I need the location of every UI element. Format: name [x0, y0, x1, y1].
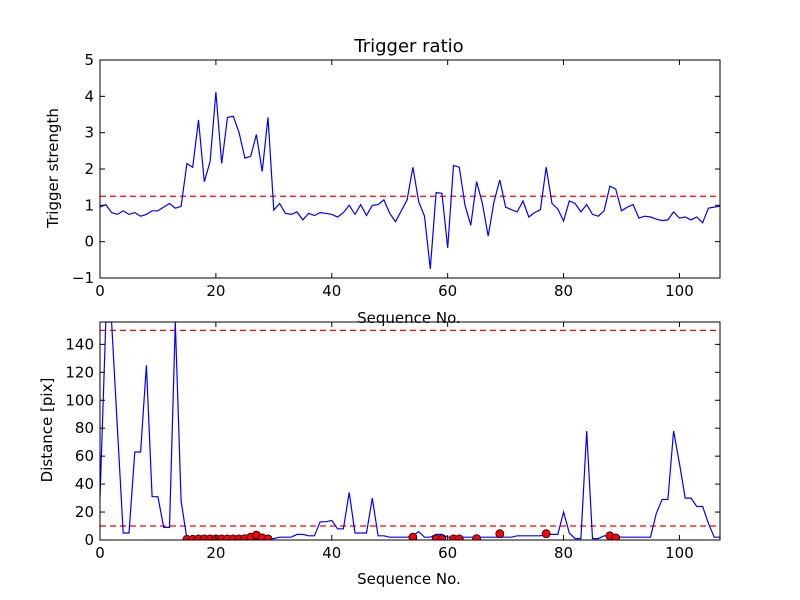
top-chart-ytick-label: 5 [84, 51, 94, 69]
top-chart-xtick-label: 40 [322, 282, 341, 300]
bottom-chart-marker-point [263, 534, 273, 540]
bottom-chart-xlabel: Sequence No. [357, 570, 461, 588]
top-chart-xtick-label: 60 [438, 282, 457, 300]
bottom-chart-ytick-label: 0 [84, 531, 94, 549]
top-chart-series-line [100, 91, 720, 269]
bottom-chart-marker-point [437, 534, 447, 540]
bottom-chart-ytick-label: 120 [65, 363, 94, 381]
top-chart-ytick-label: 4 [84, 87, 94, 105]
bottom-chart-marker-point [472, 534, 482, 540]
bottom-chart-marker-point [541, 529, 551, 539]
bottom-chart-ytick-label: 40 [75, 475, 94, 493]
bottom-chart-xtick-label: 60 [438, 544, 457, 562]
bottom-chart-xtick-label: 100 [665, 544, 694, 562]
top-chart-title: Trigger ratio [353, 36, 463, 57]
bottom-chart-ytick-label: 100 [65, 391, 94, 409]
bottom-chart-xtick-label: 0 [95, 544, 105, 562]
bottom-chart-marker-point [611, 533, 621, 540]
bottom-chart-distance: Sequence No. Distance [pix] 0 20 40 60 80 100… [38, 321, 721, 588]
top-chart-plot-area [100, 91, 720, 269]
bottom-chart-ytick-label: 60 [75, 447, 94, 465]
bottom-chart-xtick-label: 80 [554, 544, 573, 562]
top-chart-ytick-label: 2 [84, 160, 94, 178]
bottom-chart-ytick-label: 80 [75, 419, 94, 437]
bottom-chart-ylabel: Distance [pix] [38, 378, 56, 483]
top-chart-ytick-label: −1 [72, 269, 94, 287]
bottom-chart-xtick-label: 40 [322, 544, 341, 562]
top-chart-ytick-label: 3 [84, 124, 94, 142]
top-chart-ytick-label: 1 [84, 196, 94, 214]
bottom-chart-ytick-label: 20 [75, 503, 94, 521]
bottom-chart-plot-area [100, 322, 720, 540]
bottom-chart-axes-frame [99, 321, 721, 541]
top-chart-axes-frame [99, 59, 721, 279]
bottom-chart-marker-point [495, 529, 505, 539]
top-chart-xtick-label: 100 [665, 282, 694, 300]
top-chart-xlabel: Sequence No. [357, 309, 461, 327]
top-chart-xtick-label: 80 [554, 282, 573, 300]
top-chart-trigger-ratio: Trigger ratio Sequence No. Trigger stren… [44, 36, 721, 327]
bottom-chart-marker-point [408, 532, 418, 540]
bottom-chart-series-line [100, 322, 720, 540]
top-chart-ylabel: Trigger strength [44, 108, 62, 229]
bottom-chart-xtick-label: 20 [206, 544, 225, 562]
bottom-chart-ytick-label: 140 [65, 335, 94, 353]
top-chart-xtick-label: 20 [206, 282, 225, 300]
top-chart-ytick-label: 0 [84, 233, 94, 251]
top-chart-xtick-label: 0 [95, 282, 105, 300]
bottom-chart-marker-point [454, 534, 464, 540]
